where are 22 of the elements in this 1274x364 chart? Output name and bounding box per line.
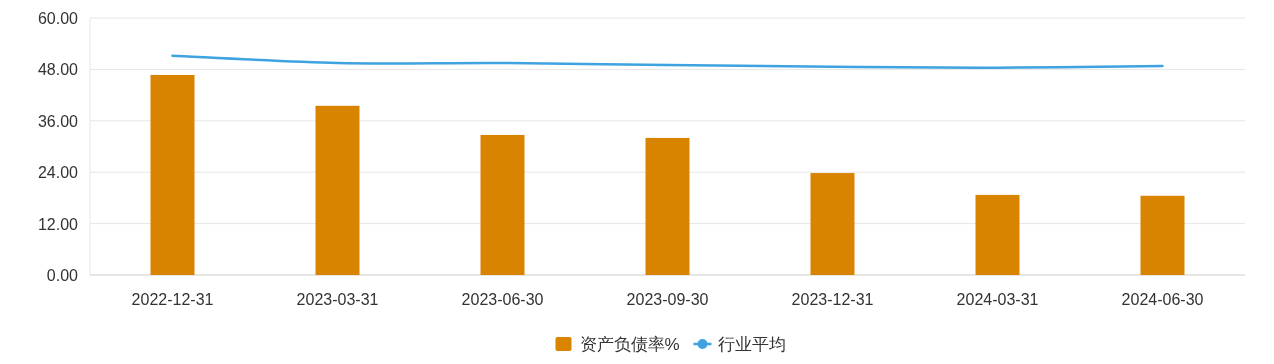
x-tick-label: 2023-06-30	[461, 291, 544, 308]
x-tick-label: 2024-06-30	[1121, 291, 1204, 308]
x-tick-label: 2023-09-30	[626, 291, 709, 308]
bar	[1140, 195, 1185, 275]
bar	[480, 134, 525, 275]
y-tick-label: 24.00	[37, 164, 79, 182]
bar	[315, 105, 360, 275]
y-tick-label: 60.00	[37, 10, 79, 27]
x-tick-label: 2023-03-31	[296, 291, 379, 308]
y-tick-label: 36.00	[37, 112, 79, 130]
x-tick-label: 2023-12-31	[791, 291, 874, 308]
legend-label: 资产负债率%	[579, 335, 680, 354]
bar	[645, 137, 690, 275]
x-tick-label: 2022-12-31	[131, 291, 214, 308]
x-tick-label: 2024-03-31	[956, 291, 1039, 308]
bar	[810, 173, 855, 275]
y-tick-label: 48.00	[37, 61, 79, 79]
bar	[150, 74, 195, 275]
bar	[975, 194, 1020, 275]
y-tick-label: 12.00	[37, 215, 79, 233]
legend-label: 行业平均	[717, 335, 786, 354]
y-tick-label: 0.00	[46, 267, 79, 284]
